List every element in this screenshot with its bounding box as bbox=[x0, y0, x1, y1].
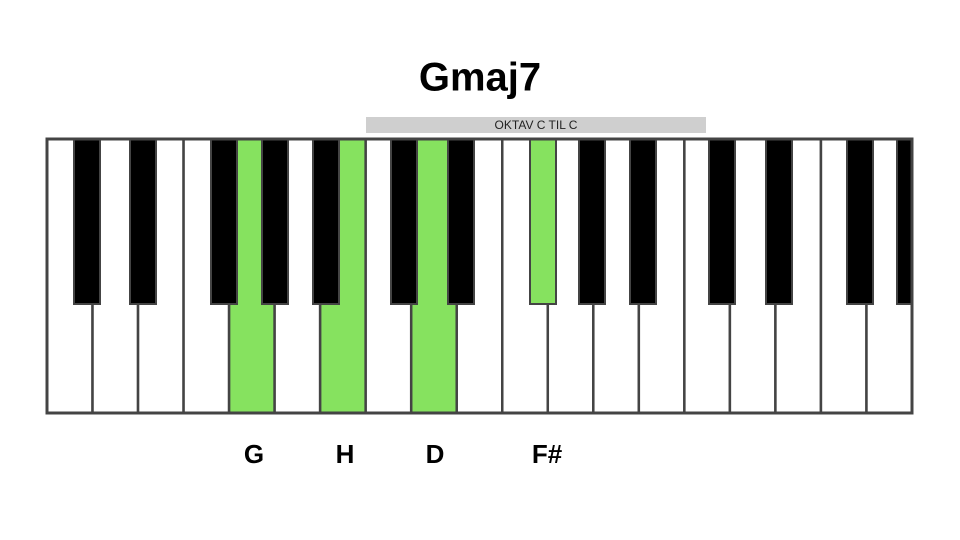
black-key bbox=[129, 138, 157, 305]
black-key bbox=[629, 138, 657, 305]
octave-label: OKTAV C TIL C bbox=[495, 118, 578, 132]
octave-bar bbox=[366, 117, 706, 133]
black-key bbox=[529, 138, 557, 305]
note-label: F# bbox=[532, 439, 563, 469]
black-key bbox=[390, 138, 418, 305]
note-label: D bbox=[426, 439, 445, 469]
black-key bbox=[447, 138, 475, 305]
keyboard-frame bbox=[45, 137, 914, 415]
black-key bbox=[312, 138, 340, 305]
keyboard bbox=[45, 137, 914, 415]
black-key bbox=[765, 138, 793, 305]
black-key bbox=[210, 138, 238, 305]
black-key bbox=[73, 138, 101, 305]
note-label: H bbox=[336, 439, 355, 469]
black-key bbox=[261, 138, 289, 305]
chord-title: Gmaj7 bbox=[419, 56, 541, 100]
black-key bbox=[846, 138, 874, 305]
black-key bbox=[578, 138, 606, 305]
note-label: G bbox=[244, 439, 264, 469]
black-key bbox=[896, 138, 913, 305]
black-key bbox=[708, 138, 736, 305]
